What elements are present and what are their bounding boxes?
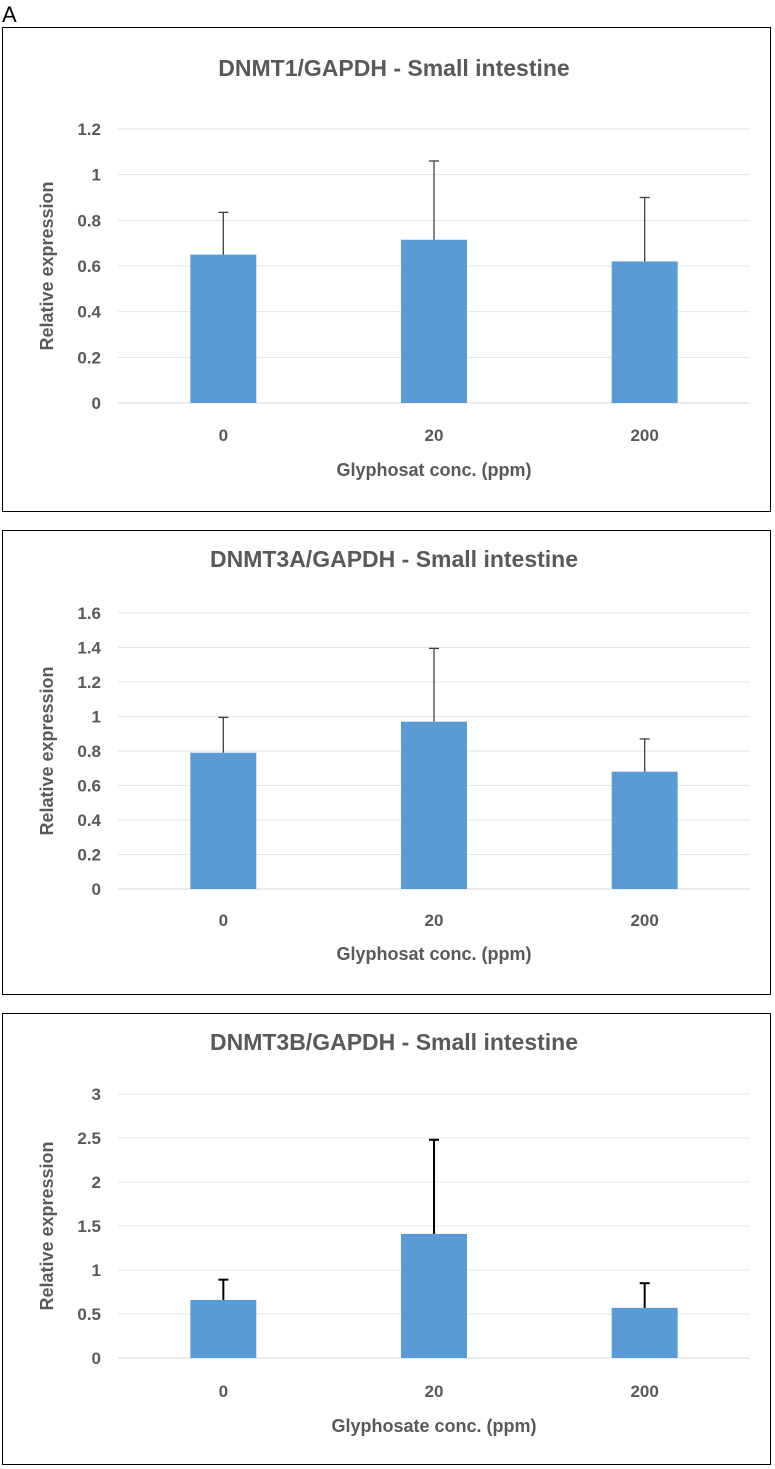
- y-tick-label: 1: [92, 1261, 101, 1280]
- chart-svg: DNMT3A/GAPDH - Small intestine 0 0.2 0.4 0.6…: [37, 546, 750, 964]
- x-tick-label: 200: [630, 1382, 658, 1401]
- y-tick-label: 1.2: [77, 120, 101, 139]
- y-tick-label: 0: [92, 1349, 101, 1368]
- x-axis-label: Glyphosat conc. (ppm): [336, 944, 531, 964]
- chart-panel-dnmt3a: DNMT3A/GAPDH - Small intestine 0 0.2 0.4 0.6…: [2, 530, 771, 995]
- x-tick-label: 0: [219, 1382, 228, 1401]
- y-tick-label: 0: [92, 394, 101, 413]
- y-tick-label: 0.4: [77, 811, 101, 830]
- chart-svg: DNMT3B/GAPDH - Small intestine 0 0.5 1 1.5 2 2…: [37, 1029, 750, 1436]
- bar-0: [190, 752, 257, 889]
- bar-200: [611, 1307, 678, 1358]
- y-tick-label: 0.2: [77, 846, 101, 865]
- x-tick-label: 0: [219, 426, 228, 445]
- chart-title: DNMT3A/GAPDH - Small intestine: [210, 546, 578, 572]
- y-tick-label: 2: [92, 1173, 101, 1192]
- bar-20: [401, 1233, 467, 1358]
- y-tick-label: 1.6: [77, 604, 101, 623]
- chart-panel-dnmt3b: DNMT3B/GAPDH - Small intestine 0 0.5 1 1.5 2 2…: [2, 1013, 771, 1465]
- bar-200: [611, 771, 678, 889]
- y-tick-label: 2.5: [77, 1129, 101, 1148]
- x-tick-label: 20: [425, 426, 444, 445]
- y-tick-label: 0.6: [77, 257, 101, 276]
- bar-20: [401, 239, 467, 403]
- y-tick-label: 1: [92, 166, 101, 185]
- y-axis-label: Relative expression: [37, 1141, 57, 1310]
- y-tick-label: 1: [92, 708, 101, 727]
- x-tick-label: 20: [425, 911, 444, 930]
- x-axis-label: Glyphosate conc. (ppm): [331, 1416, 536, 1436]
- y-tick-label: 0.4: [77, 303, 101, 322]
- y-tick-label: 1.5: [77, 1217, 101, 1236]
- bar-0: [190, 254, 257, 403]
- y-axis-label: Relative expression: [37, 181, 57, 350]
- panel-label: A: [2, 2, 17, 27]
- y-tick-label: 0.2: [77, 348, 101, 367]
- x-tick-label: 0: [219, 911, 228, 930]
- x-axis-label: Glyphosat conc. (ppm): [336, 460, 531, 480]
- y-tick-label: 0.8: [77, 742, 101, 761]
- x-tick-label: 200: [630, 426, 658, 445]
- x-tick-label: 20: [425, 1382, 444, 1401]
- y-tick-label: 3: [92, 1085, 101, 1104]
- y-axis-label: Relative expression: [37, 666, 57, 835]
- chart-title: DNMT1/GAPDH - Small intestine: [218, 55, 569, 81]
- bar-200: [611, 261, 678, 403]
- bar-20: [401, 721, 467, 889]
- chart-panel-dnmt1: DNMT1/GAPDH - Small intestine 0 0.2 0.4 0.6 0…: [2, 27, 771, 512]
- y-tick-label: 0.5: [77, 1305, 101, 1324]
- y-tick-label: 0.6: [77, 777, 101, 796]
- y-tick-label: 1.2: [77, 673, 101, 692]
- chart-svg: DNMT1/GAPDH - Small intestine 0 0.2 0.4 0.6 0…: [37, 55, 750, 480]
- chart-title: DNMT3B/GAPDH - Small intestine: [210, 1029, 578, 1055]
- y-tick-label: 0.8: [77, 211, 101, 230]
- y-tick-label: 0: [92, 880, 101, 899]
- bar-0: [190, 1299, 257, 1358]
- y-tick-label: 1.4: [77, 639, 101, 658]
- x-tick-label: 200: [630, 911, 658, 930]
